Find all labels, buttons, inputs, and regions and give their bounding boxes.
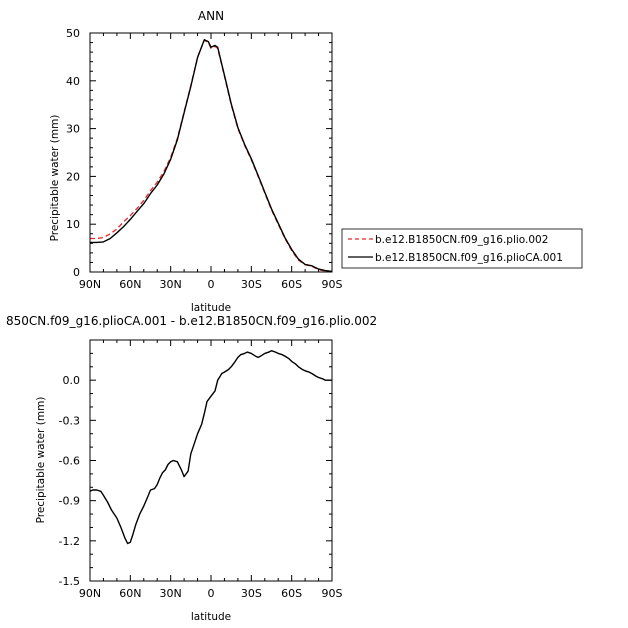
top-plot-frame <box>89 32 333 273</box>
top-x-tick-label: 90N <box>79 278 101 291</box>
bottom-y-tick-label: -1.5 <box>59 575 80 588</box>
top-x-tick-label: 60N <box>119 278 141 291</box>
bottom-y-tick-label: -0.3 <box>59 414 80 427</box>
top-ylabel-text: Precipitable water (mm) <box>49 115 61 242</box>
bottom-x-tick-label: 60S <box>281 587 302 600</box>
bottom-y-tick-label: -1.2 <box>59 535 80 548</box>
bottom-y-tick-label: 0.0 <box>63 374 81 387</box>
bottom-plot-area: 90N 60N 30N 0 30S 60S 90S -1.5 -1.2 -0.9 -0.6 -0.3 0… <box>59 339 343 600</box>
bottom-x-tick-label: 30N <box>160 587 182 600</box>
top-y-tick-label: 10 <box>66 218 80 231</box>
top-x-tick-label: 30N <box>160 278 182 291</box>
top-x-tick-label: 30S <box>241 278 262 291</box>
bottom-x-tick-label: 60N <box>119 587 141 600</box>
top-plot-area: 90N 60N 30N 0 30S 60S 90S 0 10 20 30 40 50 <box>66 27 343 291</box>
top-x-tick-label: 60S <box>281 278 302 291</box>
legend-label-plio: b.e12.B1850CN.f09_g16.plio.002 <box>375 234 548 246</box>
bottom-x-tick-label: 30S <box>241 587 262 600</box>
bottom-plot-frame <box>89 339 333 582</box>
top-title: ANN <box>198 9 224 23</box>
legend-label-plioCA: b.e12.B1850CN.f09_g16.plioCA.001 <box>375 252 563 264</box>
top-y-tick-label: 40 <box>66 75 80 88</box>
bottom-x-tick-label: 90N <box>79 587 101 600</box>
bottom-title: 850CN.f09_g16.plioCA.001 - b.e12.B1850CN… <box>6 314 377 328</box>
top-y-tick-label: 50 <box>66 27 80 40</box>
bottom-y-tick-label: -0.9 <box>59 495 80 508</box>
top-y-tick-label: 30 <box>66 123 80 136</box>
bottom-x-tick-label: 90S <box>322 587 343 600</box>
bottom-x-tick-label: 0 <box>208 587 215 600</box>
top-ylabel: Precipitable water (mm) <box>49 115 61 242</box>
top-series-line-0 <box>90 39 333 273</box>
bottom-y-tick-label: -0.6 <box>59 455 80 468</box>
top-y-tick-label: 0 <box>73 266 80 279</box>
top-series-line-1 <box>90 39 333 273</box>
bottom-ylabel: Precipitable water (mm) <box>35 397 47 524</box>
top-xlabel: latitude <box>191 302 231 314</box>
top-x-tick-label: 0 <box>208 278 215 291</box>
bottom-series-line-0 <box>89 350 332 545</box>
top-x-tick-label: 90S <box>322 278 343 291</box>
top-y-tick-label: 20 <box>66 170 80 183</box>
bottom-xlabel: latitude <box>191 611 231 623</box>
legend-box <box>341 228 583 269</box>
legend: b.e12.B1850CN.f09_g16.plio.002 b.e12.B18… <box>341 228 583 269</box>
